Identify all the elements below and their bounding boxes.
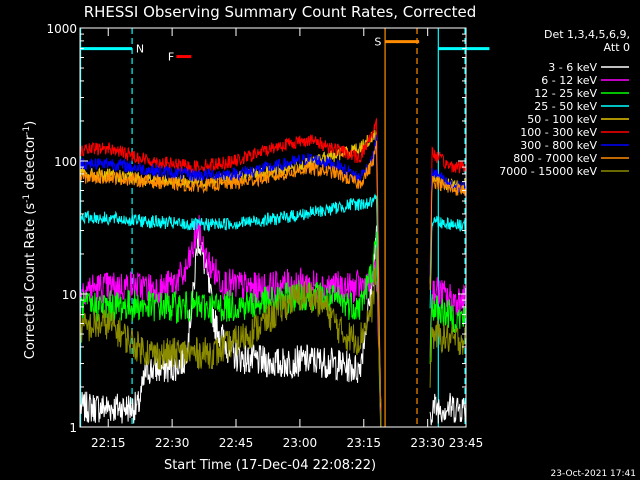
y-axis-label-sup1: -1 xyxy=(22,194,32,203)
series-line-0-1 xyxy=(429,392,467,426)
legend-header-0: Det 1,3,4,5,6,9, xyxy=(544,28,630,41)
y-axis-label-main: Corrected Count Rate (s xyxy=(23,203,38,360)
legend-label-5: 100 - 300 keV xyxy=(520,126,597,139)
chart-title: RHESSI Observing Summary Count Rates, Co… xyxy=(84,3,477,21)
series-line-3-0 xyxy=(80,193,382,420)
legend-label-6: 300 - 800 keV xyxy=(520,139,597,152)
series-line-7-1 xyxy=(429,175,467,290)
status-bar-label-s: S xyxy=(374,36,381,49)
y-tick-label-3: 1000 xyxy=(46,22,77,36)
x-tick-label-5: 23:30 xyxy=(410,436,445,450)
legend-label-2: 12 - 25 keV xyxy=(534,87,597,100)
legend-label-3: 25 - 50 keV xyxy=(534,100,597,113)
series-line-5-1 xyxy=(429,146,467,275)
y-tick-label-2: 100 xyxy=(54,155,77,169)
series-line-5-0 xyxy=(80,118,382,411)
legend-label-4: 50 - 100 keV xyxy=(527,113,597,126)
legend-label-8: 7000 - 15000 keV xyxy=(499,165,597,178)
legend-label-0: 3 - 6 keV xyxy=(548,61,597,74)
y-axis-label: Corrected Count Rate (s-1 detector-1) xyxy=(22,121,38,359)
footer-date: 23-Oct-2021 17:41 xyxy=(551,469,636,479)
x-tick-label-4: 23:15 xyxy=(346,436,381,450)
x-tick-label-1: 22:30 xyxy=(155,436,190,450)
legend-header-1: Att 0 xyxy=(604,41,630,54)
plot-frame xyxy=(79,27,467,428)
series-line-3-1 xyxy=(429,215,467,309)
series-line-7-0 xyxy=(80,140,382,408)
series-line-1-0 xyxy=(80,215,382,422)
status-bar-label-1: F xyxy=(168,51,174,64)
series-line-8-1 xyxy=(429,319,467,388)
series-line-8-0 xyxy=(80,248,382,404)
series-8 xyxy=(80,248,467,427)
legend-label-7: 800 - 7000 keV xyxy=(513,152,597,165)
x-tick-label-2: 22:45 xyxy=(219,436,254,450)
series-lines xyxy=(80,118,467,428)
x-tick-label-6: 23:45 xyxy=(449,436,484,450)
y-axis-label-mid: detector xyxy=(23,134,38,194)
y-axis-label-sup2: -1 xyxy=(22,126,32,135)
status-bar-label-0: N xyxy=(136,43,144,56)
x-tick-label-3: 23:00 xyxy=(283,436,318,450)
series-line-2-0 xyxy=(80,231,382,428)
legend-label-1: 6 - 12 keV xyxy=(541,74,597,87)
x-tick-label-0: 22:15 xyxy=(91,436,126,450)
y-tick-label-1: 10 xyxy=(62,288,77,302)
x-axis-label: Start Time (17-Dec-04 22:08:22) xyxy=(164,458,376,473)
y-tick-label-0: 1 xyxy=(69,421,77,435)
axis-ticks: 1 10 100 1000 22:15 22:30 22:45 23:00 23:15 23:30… xyxy=(46,22,483,450)
y-axis-label-end: ) xyxy=(23,121,38,126)
